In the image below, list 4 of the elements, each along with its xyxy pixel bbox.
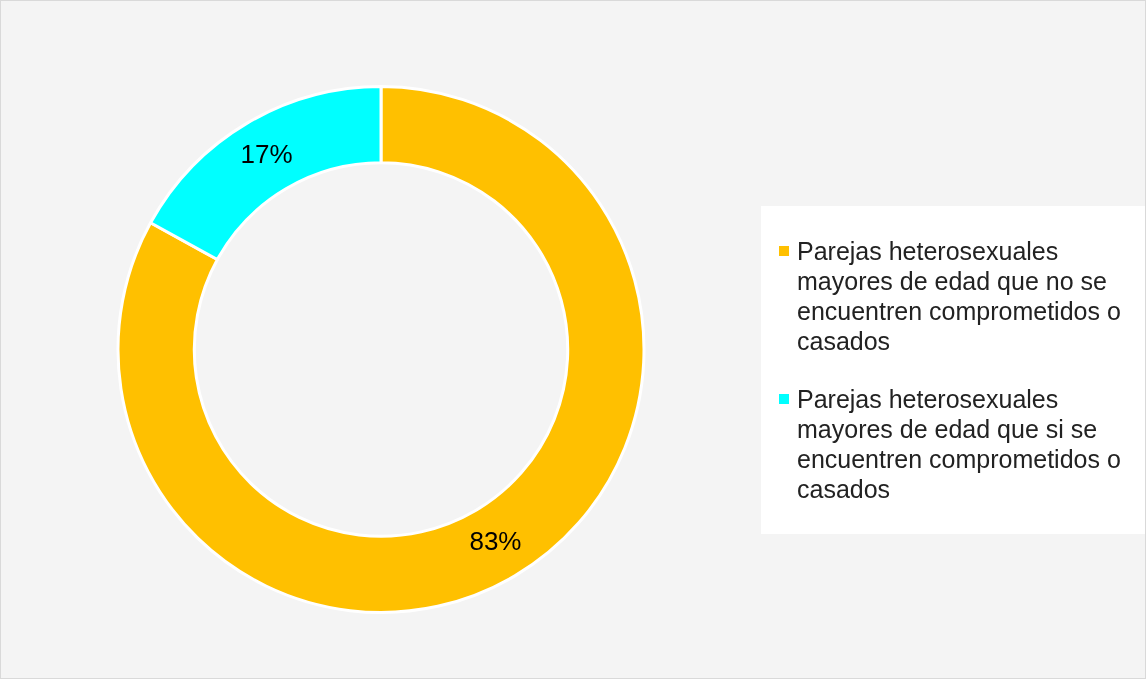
legend-label: Parejas heterosexuales mayores de edad que si se encuentren comprometidos o casados (797, 384, 1122, 504)
data-label: 83% (469, 526, 522, 557)
data-label: 17% (240, 139, 293, 170)
legend-label: Parejas heterosexuales mayores de edad que no se encuentren comprometidos o casados (797, 236, 1122, 356)
